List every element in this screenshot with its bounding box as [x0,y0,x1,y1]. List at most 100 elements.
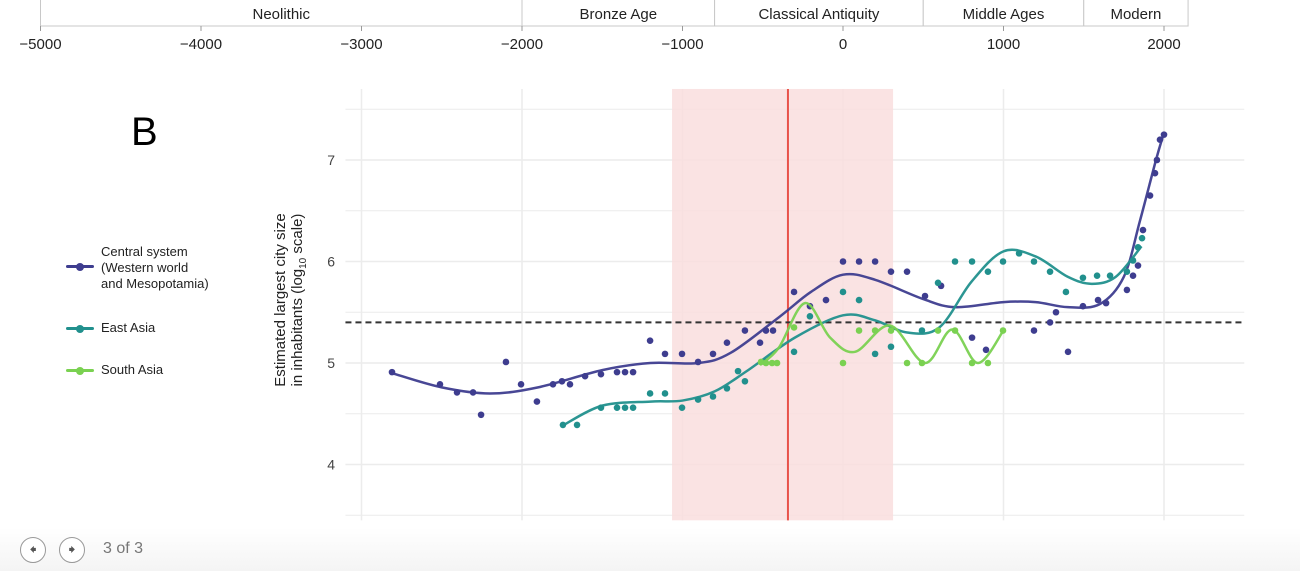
y-axis-label-line1: Estimated largest city size [272,213,289,387]
data-point-series-1 [999,258,1007,265]
era-box [922,0,1085,27]
data-point-series-1 [984,268,992,275]
data-point-series-1 [887,343,895,351]
data-point-series-0 [629,368,637,376]
data-point-series-2 [762,359,770,367]
legend-item: East Asia [66,320,155,336]
data-point-series-1 [968,258,976,265]
data-point-series-2 [951,327,959,334]
data-point-series-2 [999,327,1007,334]
footer-nav: 🠸 🠺 3 of 3 [0,528,1300,571]
data-point-series-0 [613,368,621,376]
data-point-series-0 [621,368,629,376]
data-point-series-2 [984,359,992,367]
data-point-series-0 [477,411,485,419]
data-point-series-1 [1093,272,1101,280]
data-point-series-1 [709,393,717,400]
legend-label: Central system [101,244,188,259]
data-point-series-1 [1106,272,1114,280]
data-point-series-0 [694,358,702,366]
fit-line-series-2 [759,301,1005,366]
next-button[interactable]: 🠺 [59,537,85,563]
data-point-series-0 [921,292,929,300]
data-point-series-1 [1079,274,1087,282]
data-point-series-2 [934,327,942,334]
data-point-series-1 [1138,234,1146,242]
data-point-series-1 [918,327,926,334]
era-box [714,0,924,27]
data-point-series-0 [1123,286,1131,294]
legend-item: Central system (Western world and Mesopota… [66,244,209,292]
data-point-series-1 [621,404,629,411]
legend-item: South Asia [66,362,163,378]
legend-label: East Asia [101,320,156,335]
data-point-series-2 [768,359,776,367]
data-point-series-0 [871,258,879,265]
prev-button[interactable]: 🠸 [20,537,46,563]
data-point-series-1 [741,377,749,385]
data-point-series-0 [661,350,669,358]
legend-label: South Asia [101,362,164,377]
data-point-series-0 [762,327,770,334]
data-point-series-0 [1030,327,1038,334]
fit-line-series-1 [561,245,1143,428]
era-box [521,0,716,27]
data-point-series-1 [855,296,863,304]
y-tick-label: 7 [327,152,335,168]
y-label-subscript: 10 [298,257,309,269]
era-box [1083,0,1189,27]
data-point-series-1 [661,390,669,397]
data-point-series-0 [903,268,911,275]
data-point-series-0 [1160,131,1168,138]
data-point-series-1 [1046,268,1054,275]
data-point-series-0 [839,258,847,265]
data-point-series-2 [855,327,863,334]
data-point-series-1 [573,421,581,429]
data-point-series-0 [566,381,574,388]
data-point-series-1 [1062,288,1070,296]
data-point-series-1 [934,279,942,287]
data-point-series-0 [1094,296,1102,304]
era-label: Bronze Age [580,6,658,23]
data-point-series-2 [918,359,926,367]
legend-label: and Mesopotamia) [101,276,209,291]
data-point-series-0 [982,346,990,354]
data-point-series-0 [453,389,461,396]
data-point-series-0 [756,339,764,347]
data-point-series-0 [436,381,444,388]
data-point-series-0 [769,327,777,334]
data-point-series-0 [1064,348,1072,356]
data-point-series-1 [1030,258,1038,265]
panel-letter: B [131,110,158,154]
data-point-series-0 [1153,156,1161,164]
data-point-series-0 [502,358,510,366]
data-point-series-2 [773,359,781,367]
data-point-series-0 [597,370,605,378]
data-point-series-1 [559,421,567,429]
legend-swatch [66,262,94,271]
timeline-tick-label: 0 [839,36,847,53]
era-box [40,0,523,27]
data-point-series-0 [1129,272,1137,280]
data-point-series-1 [694,396,702,403]
era-label: Classical Antiquity [758,6,879,23]
timeline-tick-label: −4000 [180,36,222,53]
data-point-series-0 [1052,308,1060,316]
page-indicator: 3 of 3 [103,540,144,557]
y-tick-label: 4 [327,457,335,473]
data-point-series-1 [678,404,686,411]
arrow-left-icon: 🠸 [29,541,37,557]
data-point-series-0 [709,350,717,358]
data-point-series-1 [1134,243,1142,251]
data-point-series-0 [1134,262,1142,269]
timeline-tick-label: −5000 [19,36,61,53]
data-point-series-0 [1102,299,1110,307]
fit-line-series-0 [391,132,1166,395]
y-axis-label-line2: in inhabitants (log10 scale) [289,213,312,387]
legend-label: (Western world [101,260,189,275]
data-point-series-0 [469,389,477,396]
data-point-series-1 [871,350,879,358]
timeline-tick-label: 2000 [1147,36,1180,53]
data-point-series-1 [1123,268,1131,275]
arrow-right-icon: 🠺 [68,541,76,557]
